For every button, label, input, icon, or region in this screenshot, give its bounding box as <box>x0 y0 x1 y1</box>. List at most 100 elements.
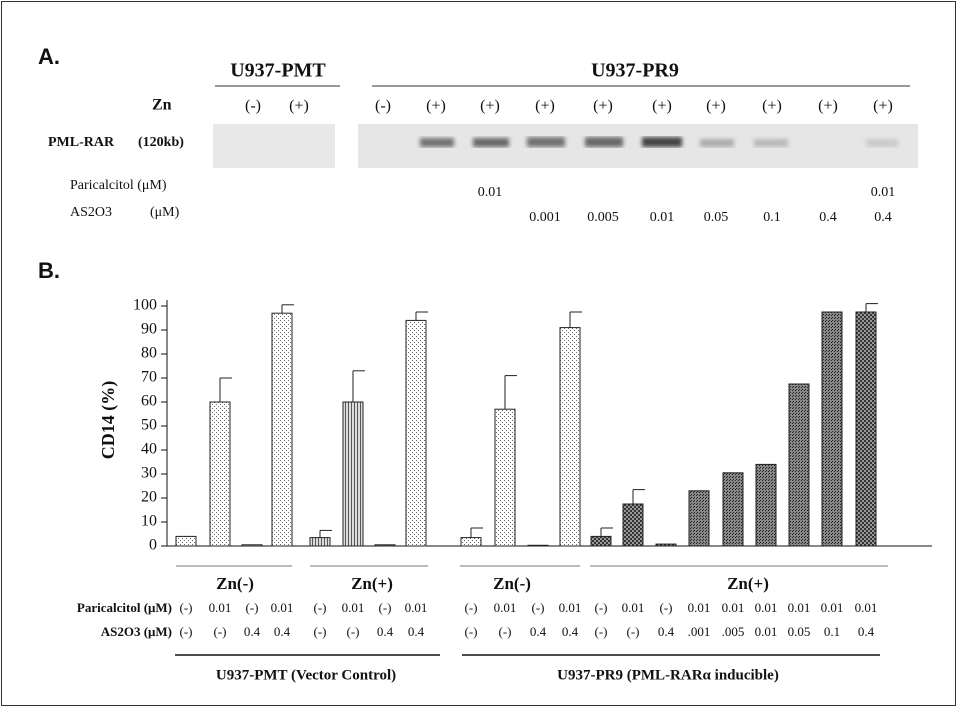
paricalcitol-dose: 0.01 <box>788 600 811 615</box>
paricalcitol-dose: 0.01 <box>755 600 778 615</box>
bar <box>176 536 196 546</box>
paricalcitol-dose: 0.01 <box>855 600 878 615</box>
as2o3-dose: (-) <box>595 624 608 639</box>
paricalcitol-dose: (-) <box>465 600 478 615</box>
dose-label: 0.001 <box>529 210 561 225</box>
as2o3-dose: 0.4 <box>530 624 547 639</box>
paricalcitol-dose: (-) <box>532 600 545 615</box>
bar <box>756 464 776 546</box>
y-tick-label: 100 <box>133 297 157 314</box>
bar <box>623 504 643 546</box>
paricalcitol-dose: 0.01 <box>405 600 428 615</box>
paricalcitol-dose: (-) <box>379 600 392 615</box>
paricalcitol-dose: 0.01 <box>559 600 582 615</box>
cell-line-label: U937-PR9 (PML-RARα inducible) <box>557 667 779 683</box>
lane-label: (-) <box>375 98 391 115</box>
as2o3-dose: (-) <box>214 624 227 639</box>
paricalcitol-dose: (-) <box>314 600 327 615</box>
lane-label: (-) <box>245 98 261 115</box>
paricalcitol-dose: 0.01 <box>342 600 365 615</box>
dose-label: 0.01 <box>650 210 675 225</box>
lane-label: (+) <box>535 98 555 115</box>
y-tick-label: 60 <box>141 393 157 410</box>
as2o3-dose: 0.4 <box>658 624 675 639</box>
lane-label: (+) <box>593 98 613 115</box>
y-tick-label: 20 <box>141 489 157 506</box>
as2o3-dose: 0.4 <box>244 624 261 639</box>
bar <box>310 538 330 546</box>
row-label: AS2O3 <box>70 205 112 220</box>
bar <box>495 409 515 546</box>
panel-a-label: A. <box>38 44 60 69</box>
lane-label: (+) <box>706 98 726 115</box>
y-tick-label: 50 <box>141 417 157 434</box>
group-title: U937-PR9 <box>591 60 679 82</box>
as2o3-dose: (-) <box>499 624 512 639</box>
as2o3-dose: 0.1 <box>824 624 840 639</box>
figure: A. U937-PMT U937-PR9 Zn PML-RAR (120kb) … <box>0 0 957 707</box>
y-tick-label: 90 <box>141 321 157 338</box>
dose-label: 0.4 <box>819 210 837 225</box>
y-tick-label: 10 <box>141 513 157 530</box>
lane-label: (+) <box>480 98 500 115</box>
row-label: AS2O3 (μM) <box>101 624 172 639</box>
lane-label: (+) <box>818 98 838 115</box>
as2o3-dose: 0.01 <box>755 624 778 639</box>
zn-group-label: Zn(+) <box>727 574 769 593</box>
paricalcitol-dose: 0.01 <box>622 600 645 615</box>
protein-label: PML-RAR <box>48 135 115 150</box>
y-axis-label: CD14 (%) <box>98 381 119 460</box>
bar <box>461 538 481 546</box>
row-label: Paricalcitol (μM) <box>70 178 167 193</box>
as2o3-dose: .005 <box>722 624 745 639</box>
cell-line-label: U937-PMT (Vector Control) <box>216 667 396 683</box>
bar <box>272 313 292 546</box>
as2o3-dose: 0.4 <box>562 624 579 639</box>
lane-label: (+) <box>652 98 672 115</box>
blot-pmt <box>213 124 335 168</box>
paricalcitol-dose: 0.01 <box>722 600 745 615</box>
y-tick-label: 40 <box>141 441 157 458</box>
bar <box>656 544 676 546</box>
paricalcitol-dose: 0.01 <box>688 600 711 615</box>
as2o3-dose: (-) <box>314 624 327 639</box>
paricalcitol-dose: 0.01 <box>209 600 232 615</box>
bar <box>856 312 876 546</box>
y-tick-label: 80 <box>141 345 157 362</box>
y-tick-label: 0 <box>149 537 157 554</box>
paricalcitol-dose: (-) <box>660 600 673 615</box>
paricalcitol-dose: 0.01 <box>494 600 517 615</box>
bar <box>528 545 548 546</box>
as2o3-dose: 0.05 <box>788 624 811 639</box>
paricalcitol-dose: (-) <box>246 600 259 615</box>
paricalcitol-dose: 0.01 <box>821 600 844 615</box>
zn-group-label: Zn(-) <box>216 574 254 593</box>
dose-label: 0.005 <box>587 210 619 225</box>
as2o3-dose: (-) <box>180 624 193 639</box>
dose-label: 0.05 <box>704 210 729 225</box>
panel-b-label: B. <box>38 258 60 283</box>
as2o3-dose: 0.4 <box>377 624 394 639</box>
bar <box>591 536 611 546</box>
row-label: Paricalcitol (μM) <box>77 600 172 615</box>
lane-label: (+) <box>762 98 782 115</box>
bar <box>210 402 230 546</box>
lane-label: (+) <box>426 98 446 115</box>
as2o3-dose: (-) <box>347 624 360 639</box>
dose-label: 0.1 <box>763 210 781 225</box>
as2o3-dose: 0.4 <box>408 624 425 639</box>
bar <box>343 402 363 546</box>
page: {"panel_a": { "label": "A.", "group_pmt"… <box>0 0 957 707</box>
zn-group-label: Zn(+) <box>351 574 393 593</box>
lane-label: (+) <box>873 98 893 115</box>
zn-group-label: Zn(-) <box>493 574 531 593</box>
as2o3-dose: (-) <box>627 624 640 639</box>
paricalcitol-dose: (-) <box>595 600 608 615</box>
group-title: U937-PMT <box>230 60 326 82</box>
as2o3-dose: 0.4 <box>274 624 291 639</box>
dose-label: 0.4 <box>874 210 892 225</box>
bar <box>689 491 709 546</box>
bar <box>789 384 809 546</box>
as2o3-dose: .001 <box>688 624 711 639</box>
bar <box>242 545 262 546</box>
